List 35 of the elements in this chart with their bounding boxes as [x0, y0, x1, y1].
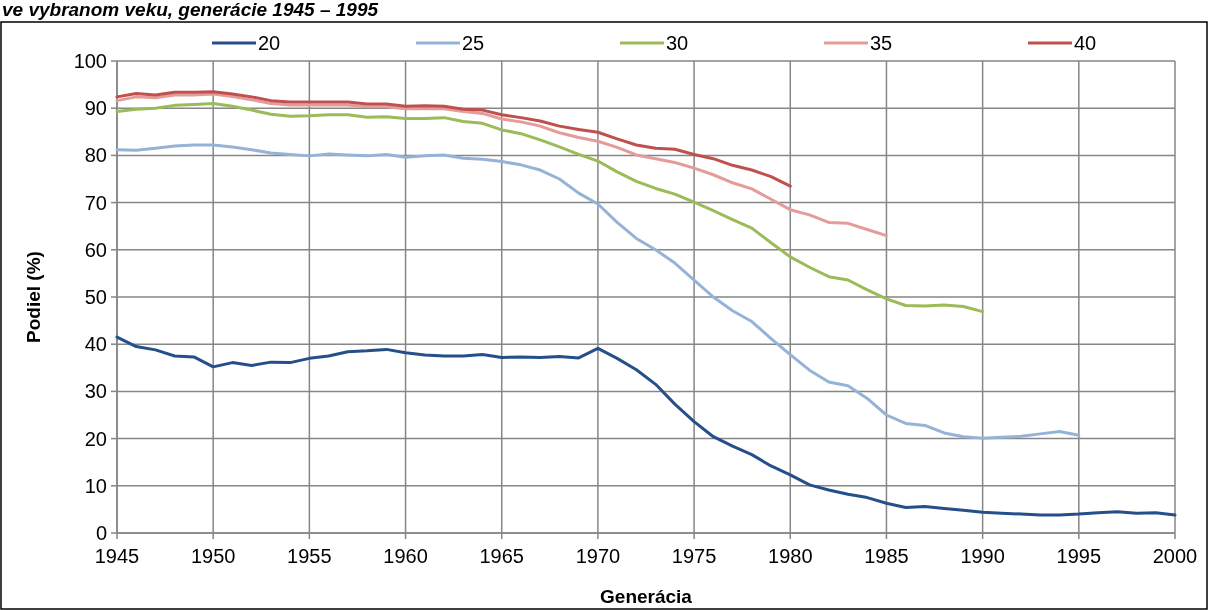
y-axis-title: Podiel (%)	[23, 251, 44, 343]
x-tick-label: 1945	[94, 545, 140, 567]
chart-title: ve vybranom veku, generácie 1945 – 1995	[2, 0, 379, 20]
y-tick-label: 20	[84, 427, 107, 450]
x-tick-label: 1965	[479, 545, 524, 567]
line-series	[115, 101, 985, 314]
y-tick-label: 0	[95, 522, 107, 544]
x-tick-label: 1980	[768, 545, 813, 567]
x-tick-label: 1955	[287, 545, 332, 567]
x-tick-label: 1960	[383, 545, 428, 567]
legend-label: 40	[1074, 32, 1097, 54]
x-tick-label: 1970	[575, 545, 621, 567]
y-tick-label: 90	[84, 97, 107, 120]
y-tick-label: 10	[84, 474, 107, 497]
y-tick-label: 70	[84, 191, 107, 214]
x-tick-label: 1990	[960, 545, 1005, 567]
x-tick-label: 1985	[864, 545, 909, 567]
legend-label: 20	[258, 32, 281, 54]
y-tick-label: 100	[73, 50, 107, 72]
line-series	[115, 143, 1081, 440]
line-series	[115, 90, 792, 188]
legend-label: 30	[666, 32, 689, 54]
legend-label: 25	[462, 32, 485, 54]
x-tick-label: 1975	[671, 545, 717, 567]
y-tick-label: 40	[84, 333, 107, 356]
y-tick-label: 50	[84, 286, 107, 308]
y-tick-label: 80	[84, 144, 107, 167]
x-tick-label: 1995	[1056, 545, 1102, 567]
x-tick-label: 2000	[1152, 545, 1198, 567]
line-series	[115, 92, 888, 238]
x-axis-title: Generácia	[600, 586, 693, 607]
x-tick-label: 1950	[190, 545, 236, 567]
y-tick-label: 60	[84, 238, 107, 261]
legend-label: 35	[870, 32, 893, 54]
y-tick-label: 30	[84, 380, 107, 403]
